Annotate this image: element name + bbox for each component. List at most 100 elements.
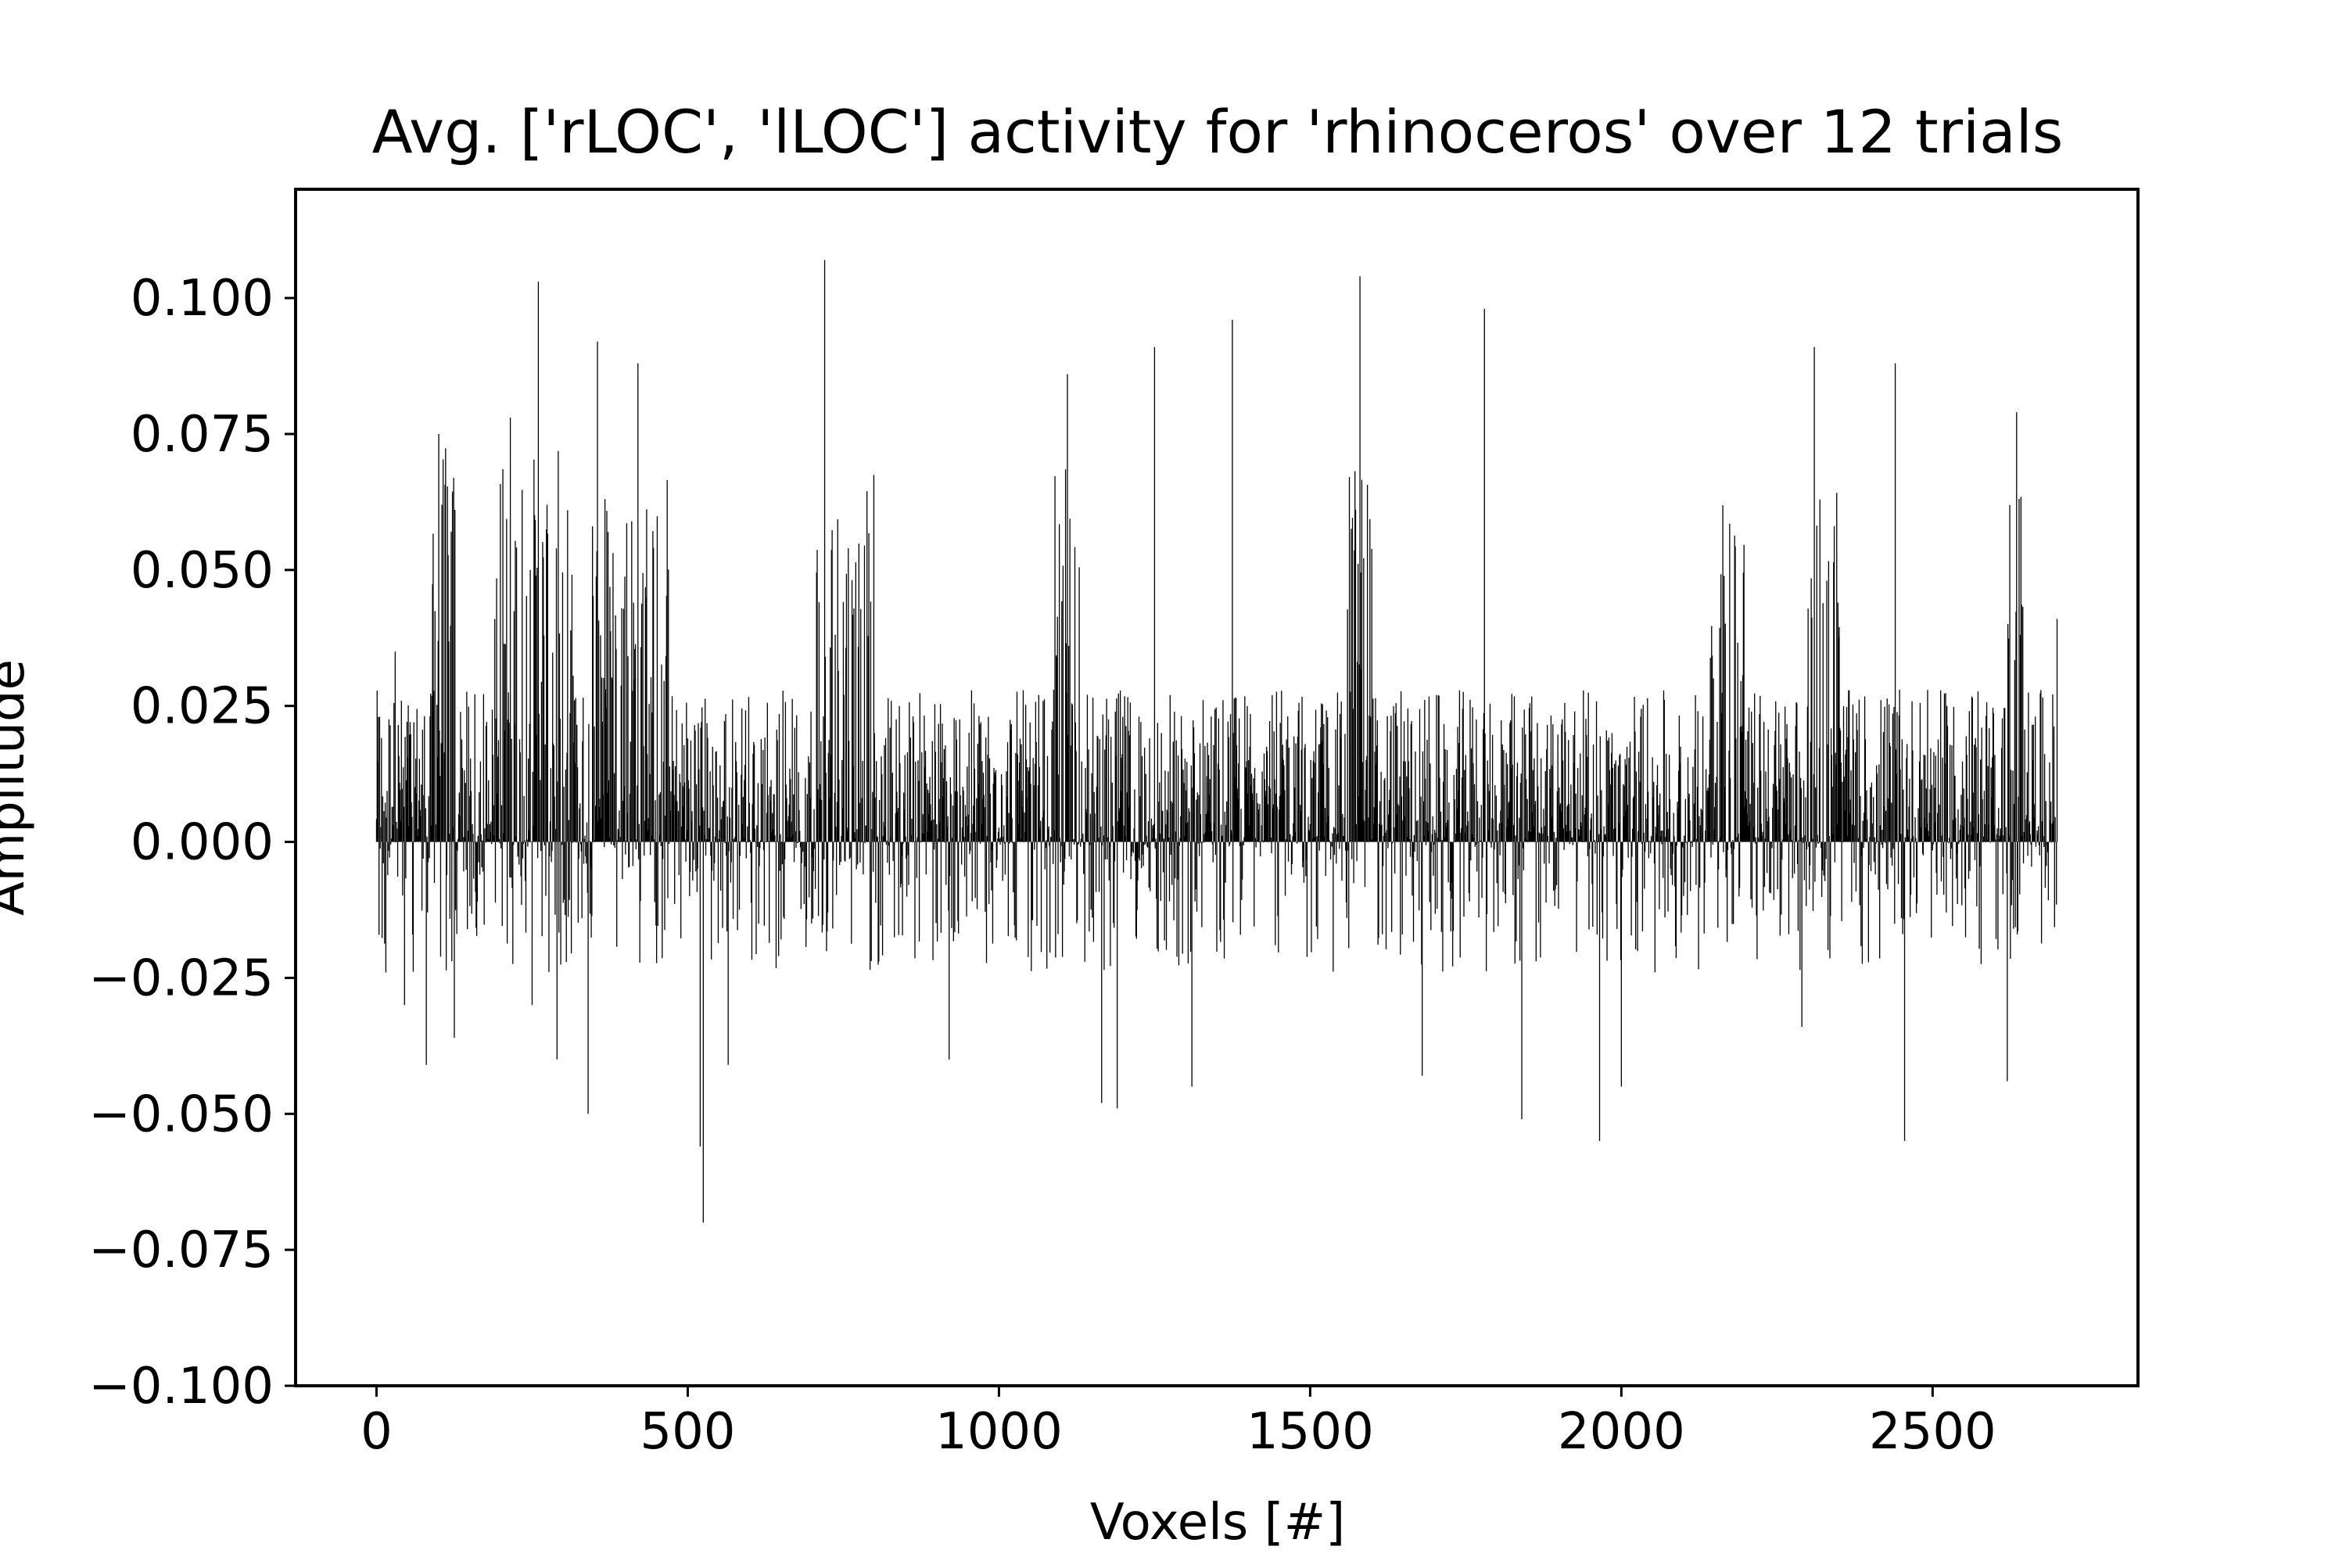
bar-voxel (1546, 748, 1548, 842)
bar-voxel (647, 830, 649, 842)
bar-voxel (560, 841, 561, 965)
bar-voxel (595, 806, 597, 842)
bar-voxel (399, 782, 400, 842)
bar-voxel (1749, 803, 1751, 842)
bar-voxel (680, 826, 683, 842)
bar-voxel (1207, 811, 1209, 842)
bar-voxel (844, 841, 845, 861)
bar-voxel (839, 841, 841, 866)
bar-voxel (515, 836, 517, 842)
bar-voxel (1091, 773, 1092, 842)
bar-voxel (1770, 841, 1772, 844)
bar-voxel (1858, 699, 1860, 842)
bar-voxel (1724, 787, 1726, 842)
bar-voxel (511, 738, 512, 842)
bar-voxel (934, 752, 936, 842)
bar-voxel (1435, 832, 1437, 842)
bar-voxel (1948, 841, 1950, 844)
bar-voxel (1690, 841, 1691, 892)
bar-voxel (1921, 779, 1923, 842)
bar-voxel (1028, 770, 1030, 842)
bar-voxel (1742, 572, 1745, 842)
bar-voxel (1092, 698, 1094, 842)
bar-voxel (531, 841, 533, 843)
bar-voxel (1304, 744, 1306, 842)
bar-voxel (1201, 841, 1203, 928)
bar-voxel (1403, 761, 1404, 842)
bar-voxel (1702, 841, 1705, 843)
bar-voxel (947, 816, 949, 842)
bar-voxel (1131, 841, 1132, 857)
bar-voxel (1810, 741, 1811, 842)
bar-voxel (1492, 818, 1494, 842)
bar-voxel (771, 832, 773, 842)
y-tick-label: 0.050 (131, 542, 274, 600)
bar-voxel (759, 840, 762, 842)
bar-voxel (712, 785, 714, 842)
bar-voxel (1234, 777, 1236, 842)
bar-voxel (1774, 745, 1775, 842)
chart-title: Avg. ['rLOC', 'lLOC'] activity for 'rhin… (372, 97, 2064, 167)
bar-voxel (1061, 601, 1063, 842)
bar-voxel (1155, 838, 1157, 842)
bar-voxel (825, 773, 827, 842)
bar-voxel (1565, 731, 1566, 842)
bar-voxel (1889, 746, 1891, 842)
bar-voxel (551, 841, 553, 852)
bar-voxel (1198, 795, 1200, 842)
bar-voxel (2029, 821, 2031, 842)
bar-voxel (1101, 841, 1103, 1103)
bar-voxel (908, 841, 909, 885)
bar-voxel (603, 677, 604, 842)
bar-voxel (404, 737, 406, 842)
bar-voxel (1687, 841, 1688, 915)
bar-voxel (1561, 724, 1562, 842)
bar-voxel (2016, 412, 2018, 842)
bar-voxel (1514, 841, 1516, 964)
bar-voxel (2005, 827, 2007, 842)
bar-voxel (1128, 807, 1130, 842)
bar-voxel (1508, 802, 1509, 842)
bar-voxel (1814, 841, 1816, 882)
bar-voxel (1326, 822, 1328, 842)
bar-voxel (931, 820, 933, 842)
bar-voxel (1736, 837, 1738, 842)
bar-voxel (1904, 837, 1906, 842)
bar-voxel (1810, 578, 1812, 842)
bar-voxel (1219, 841, 1221, 931)
bar-voxel (1580, 826, 1583, 842)
bar-voxel (655, 841, 657, 926)
bar-voxel (1970, 821, 1971, 842)
bar-voxel (1831, 786, 1833, 842)
bar-voxel (1317, 841, 1318, 939)
bar-voxel (573, 700, 576, 842)
bar-voxel (1761, 835, 1763, 842)
bar-voxel (842, 601, 845, 842)
bar-voxel (1670, 841, 1672, 876)
bar-voxel (1057, 841, 1059, 935)
bar-voxel (1552, 724, 1554, 842)
bar-voxel (1861, 841, 1864, 964)
bar-voxel (1430, 841, 1432, 931)
bar-voxel (781, 841, 784, 865)
bar-voxel (1485, 841, 1487, 971)
bar-voxel (879, 841, 881, 842)
bar-voxel (513, 611, 515, 842)
bar-voxel (1836, 823, 1838, 842)
bar-voxel (1734, 546, 1736, 842)
bar-voxel (888, 841, 890, 846)
bar-voxel (1893, 707, 1895, 842)
bar-voxel (1373, 807, 1376, 842)
bar-voxel (1727, 841, 1729, 843)
bar-voxel (778, 713, 780, 842)
bar-voxel (1801, 841, 1803, 1027)
bar-voxel (1978, 814, 1979, 842)
bar-voxel (549, 841, 551, 857)
bar-voxel (668, 569, 669, 842)
bar-voxel (865, 825, 866, 842)
bar-voxel (859, 841, 861, 863)
bar-voxel (382, 796, 384, 842)
bar-voxel (773, 794, 775, 842)
bar-voxel (1442, 841, 1444, 972)
bar-voxel (1645, 841, 1647, 843)
